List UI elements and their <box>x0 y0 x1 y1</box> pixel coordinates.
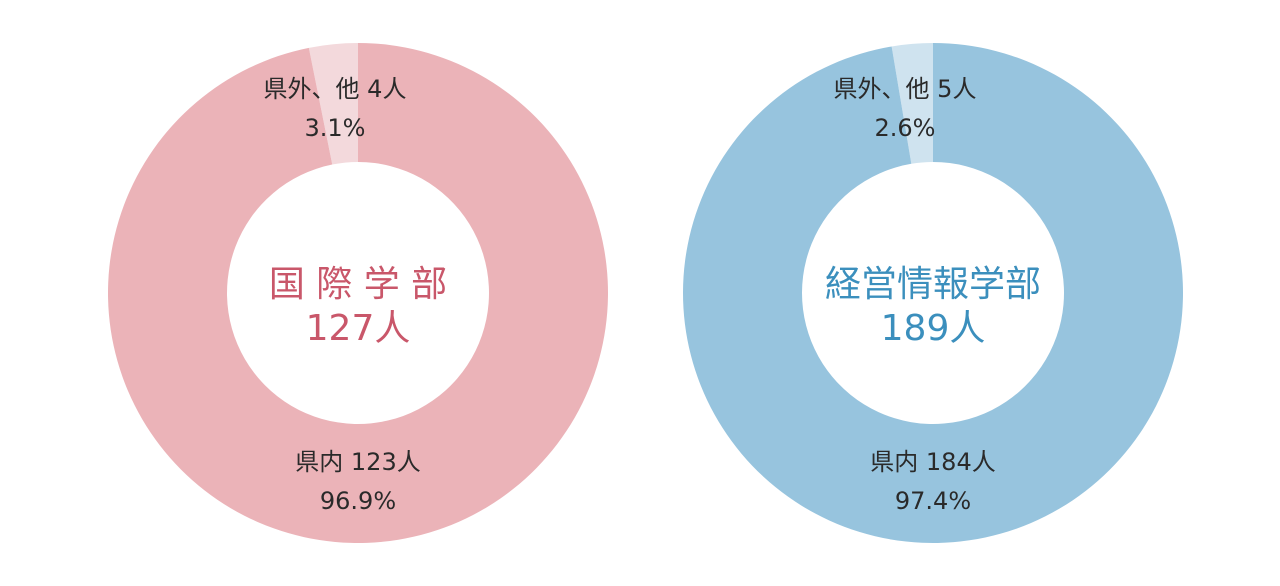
chart-title: 国 際 学 部 <box>269 264 447 305</box>
slice-label-outside: 県外、他 5人 <box>834 75 977 103</box>
slice-inside-prefecture <box>108 43 609 544</box>
slice-label-outside: 県外、他 4人 <box>264 75 407 103</box>
donut-slices <box>108 43 609 544</box>
chart-title: 経営情報学部 <box>825 264 1041 305</box>
slice-percent-outside: 3.1% <box>305 114 366 142</box>
slice-label-inside: 県内 123人 <box>295 448 420 476</box>
donut-chart-keiei: 県外、他 5人 2.6% 経営情報学部 189人 県内 184人 97.4% <box>683 43 1183 543</box>
chart-total: 189人 <box>881 308 986 349</box>
slice-label-inside: 県内 184人 <box>870 448 995 476</box>
slice-outside-prefecture <box>308 43 358 165</box>
donut-chart-kokusai: 県外、他 4人 3.1% 国 際 学 部 127人 県内 123人 96.9% <box>108 43 609 544</box>
slice-percent-outside: 2.6% <box>875 114 936 142</box>
slice-inside-prefecture <box>683 43 1183 543</box>
slice-percent-inside: 96.9% <box>320 487 396 515</box>
slice-outside-prefecture <box>891 43 933 164</box>
donut-slices <box>683 43 1183 543</box>
slice-percent-inside: 97.4% <box>895 487 971 515</box>
chart-total: 127人 <box>306 308 411 349</box>
